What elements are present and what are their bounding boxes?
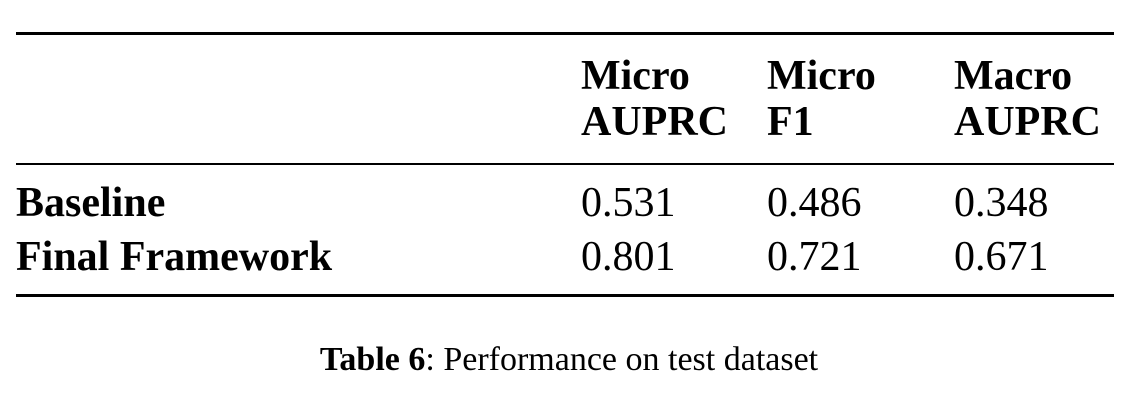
header-rule [16, 163, 1114, 165]
top-rule [16, 32, 1114, 35]
header-line: AUPRC [581, 99, 728, 145]
bottom-rule [16, 294, 1114, 297]
header-line: Micro [581, 53, 690, 99]
caption-text: : Performance on test dataset [425, 341, 819, 378]
header-line: Micro [767, 53, 876, 99]
row-label-baseline: Baseline [16, 180, 166, 226]
cell-final-micro-f1: 0.721 [767, 234, 862, 280]
header-line: Macro [954, 53, 1073, 99]
caption-label: Table 6 [319, 341, 426, 378]
cell-final-macro-auprc: 0.671 [954, 234, 1049, 280]
row-label-final-framework: Final Framework [16, 234, 333, 280]
cell-baseline-micro-auprc: 0.531 [581, 180, 676, 226]
header-line: F1 [767, 99, 814, 145]
header-micro-auprc: Micro AUPRC [581, 53, 756, 145]
cell-baseline-micro-f1: 0.486 [767, 180, 862, 226]
header-macro-auprc: Macro AUPRC [954, 53, 1129, 145]
cell-final-micro-auprc: 0.801 [581, 234, 676, 280]
table-caption: Table 6: Performance on test dataset [0, 340, 1138, 380]
cell-baseline-macro-auprc: 0.348 [954, 180, 1049, 226]
header-line: AUPRC [954, 99, 1101, 145]
header-micro-f1: Micro F1 [767, 53, 942, 145]
